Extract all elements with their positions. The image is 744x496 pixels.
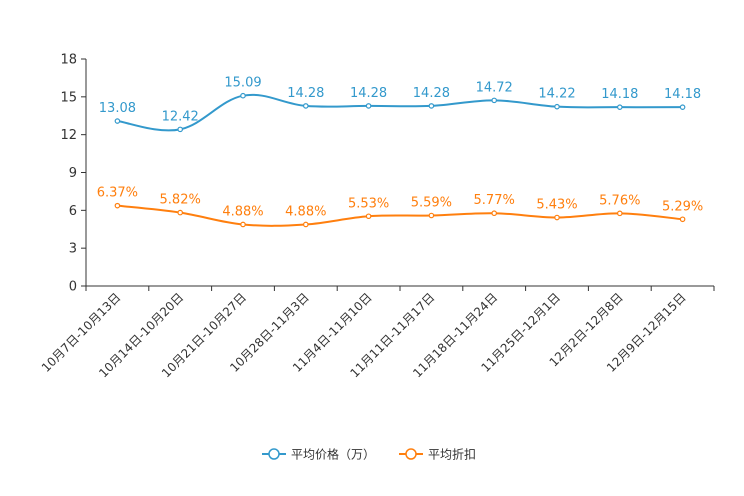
data-label: 5.59%: [411, 196, 452, 211]
data-label: 12.42: [162, 109, 199, 124]
legend-marker-icon: [268, 448, 280, 460]
data-point: [616, 104, 623, 110]
data-point: [365, 213, 372, 220]
data-label: 5.29%: [662, 199, 703, 214]
series-price: 13.08 12.42 15.09 14.28 14.28 14.28 14.72 14.22…: [99, 76, 701, 133]
data-point: [302, 103, 309, 109]
data-label: 14.18: [664, 87, 701, 102]
data-label: 5.53%: [348, 196, 389, 211]
data-point: [240, 92, 246, 99]
y-tick-label: 12: [60, 128, 77, 143]
legend-label: 平均价格（万）: [291, 447, 375, 462]
data-point: [365, 103, 372, 109]
y-tick-label: 15: [60, 90, 77, 105]
data-label: 5.76%: [599, 193, 640, 208]
data-point: [114, 202, 121, 209]
data-point: [679, 216, 686, 223]
data-label: 15.09: [224, 76, 261, 91]
legend[interactable]: 平均价格（万） 平均折扣: [262, 447, 476, 462]
data-point: [177, 126, 184, 133]
data-label: 14.28: [413, 86, 450, 101]
series-line: [117, 204, 683, 227]
legend-label: 平均折扣: [428, 447, 476, 462]
data-point: [554, 214, 560, 221]
data-point: [491, 210, 498, 217]
y-tick-label: 9: [69, 166, 77, 181]
legend-item-discount[interactable]: 平均折扣: [399, 447, 476, 462]
data-point: [302, 221, 309, 228]
y-tick-label: 6: [69, 204, 77, 219]
data-label: 5.43%: [536, 198, 577, 213]
data-label: 5.77%: [474, 193, 515, 208]
data-point: [177, 209, 184, 216]
data-label: 14.28: [287, 86, 324, 101]
data-point: [428, 212, 435, 219]
data-label: 5.82%: [160, 193, 201, 208]
data-point: [679, 104, 686, 110]
series-discount: 6.37% 5.82% 4.88% 4.88% 5.53% 5.59% 5.77% 5.43%…: [97, 186, 703, 228]
data-label: 6.37%: [97, 186, 138, 201]
series-line: [117, 93, 683, 132]
data-point: [428, 103, 435, 109]
legend-item-price[interactable]: 平均价格（万）: [262, 447, 375, 462]
data-point: [114, 118, 121, 124]
data-label: 14.22: [538, 87, 575, 102]
legend-marker-icon: [405, 448, 417, 460]
data-point: [616, 210, 623, 217]
data-label: 14.18: [601, 87, 638, 102]
data-label: 4.88%: [285, 204, 326, 219]
y-tick-label: 18: [60, 53, 77, 68]
data-label: 14.28: [350, 86, 387, 101]
y-tick-label: 3: [69, 242, 77, 257]
data-label: 14.72: [476, 80, 513, 95]
series-layer: 13.08 12.42 15.09 14.28 14.28 14.28 14.72 14.22…: [97, 76, 703, 228]
data-label: 4.88%: [222, 204, 263, 219]
data-point: [491, 97, 498, 104]
data-label: 13.08: [99, 101, 136, 116]
y-tick-label: 0: [69, 280, 77, 295]
data-point: [240, 221, 246, 228]
data-point: [554, 103, 560, 110]
